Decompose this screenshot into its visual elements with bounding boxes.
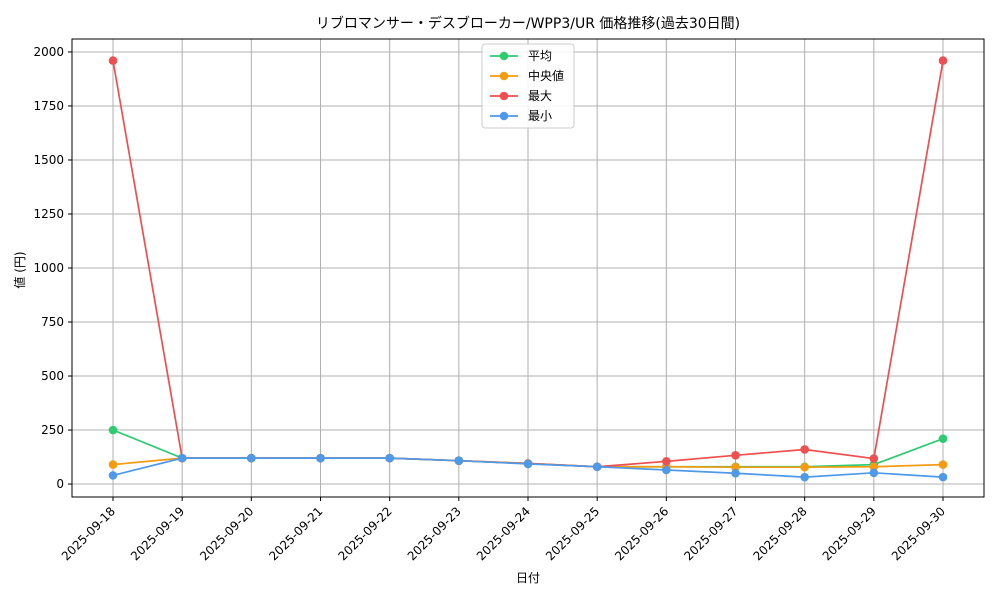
legend-label: 平均: [528, 49, 552, 63]
x-tick-label: 2025-09-30: [889, 504, 948, 563]
data-point: [592, 462, 602, 472]
data-point: [108, 471, 118, 480]
x-tick-label: 2025-09-27: [681, 504, 740, 563]
data-point: [523, 459, 533, 469]
legend-marker: [499, 91, 509, 101]
data-point: [177, 453, 187, 463]
y-tick-label: 0: [56, 477, 64, 491]
data-point: [938, 434, 948, 443]
legend-item: 中央値: [490, 68, 564, 83]
data-point: [869, 462, 879, 472]
legend-box: [481, 43, 575, 129]
y-tick-label: 250: [41, 423, 64, 437]
x-axis-title: 日付: [516, 571, 540, 585]
data-point: [454, 456, 464, 466]
legend-label: 中央値: [528, 68, 564, 83]
legend-label: 最大: [528, 89, 552, 103]
x-tick-label: 2025-09-29: [820, 504, 879, 563]
x-tick-label: 2025-09-20: [197, 504, 256, 563]
data-point: [108, 56, 118, 65]
grid: [72, 39, 984, 497]
y-tick-label: 2000: [33, 45, 64, 59]
x-tick-label: 2025-09-24: [474, 504, 533, 563]
data-point: [731, 462, 740, 472]
data-point: [316, 453, 325, 463]
data-point: [938, 56, 948, 65]
data-point: [662, 465, 671, 475]
chart-title: リブロマンサー・デスブローカー/WPP3/UR 価格推移(過去30日間): [316, 15, 740, 32]
data-point: [869, 454, 879, 463]
legend-marker: [499, 51, 509, 61]
x-tick-label: 2025-09-28: [751, 504, 810, 563]
legend-marker: [499, 71, 509, 81]
y-tick-label: 1000: [33, 261, 64, 275]
data-point: [108, 460, 118, 469]
data-point: [247, 453, 256, 463]
x-tick-label: 2025-09-19: [128, 504, 187, 563]
legend-item: 最小: [490, 109, 552, 123]
x-axis: 2025-09-18 2025-09-19 2025-09-20 2025-09-21…: [59, 497, 948, 563]
y-axis-title: 値 (円): [12, 251, 27, 288]
y-axis: 0 250 500 750 1000 1250 1500 1750 2000: [33, 45, 72, 491]
x-tick-label: 2025-09-26: [612, 504, 671, 563]
y-tick-label: 500: [41, 369, 64, 383]
y-tick-label: 750: [41, 315, 64, 329]
series-layer: [108, 56, 948, 482]
x-tick-label: 2025-09-25: [543, 504, 602, 563]
y-tick-label: 1250: [33, 207, 64, 221]
legend-label: 最小: [528, 109, 552, 123]
legend-item: 最大: [490, 89, 552, 103]
data-point: [800, 462, 809, 472]
data-point: [731, 468, 740, 478]
series-3: [108, 453, 948, 482]
x-tick-label: 2025-09-21: [266, 504, 325, 563]
legend-item: 平均: [490, 49, 552, 63]
data-point: [108, 425, 118, 435]
x-tick-label: 2025-09-22: [336, 504, 395, 563]
data-point: [938, 472, 948, 482]
y-tick-label: 1750: [33, 99, 64, 113]
data-point: [731, 451, 740, 460]
data-point: [800, 472, 809, 482]
legend-marker: [499, 111, 509, 121]
y-tick-label: 1500: [33, 153, 64, 167]
x-tick-label: 2025-09-18: [59, 504, 118, 563]
data-point: [385, 453, 394, 463]
data-point: [869, 468, 879, 478]
x-tick-label: 2025-09-23: [405, 504, 464, 563]
data-point: [800, 445, 809, 454]
data-point: [938, 460, 948, 469]
data-point: [662, 457, 671, 466]
